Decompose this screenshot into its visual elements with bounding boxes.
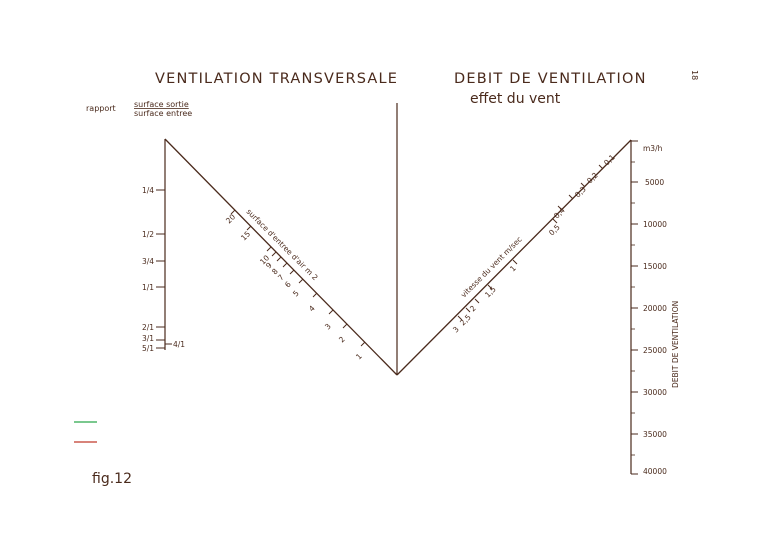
left-diag-tick bbox=[298, 278, 304, 284]
left-tick-label: 2/1 bbox=[142, 323, 154, 332]
left-tick-label: 1/4 bbox=[142, 186, 154, 195]
right-diag-tick bbox=[580, 182, 586, 188]
left-diagonal-label: surface d'entree d'air m 2 bbox=[245, 207, 320, 282]
right-diag-tick-label: 2,5 bbox=[458, 312, 473, 327]
right-tick-label: 25000 bbox=[643, 346, 667, 355]
left-diag-tick-label: 9 bbox=[264, 261, 274, 271]
right-diagonal-scale: 0,1 0,2 0,3 0,4 0,5 1 1,5 2 2,5 3 vitess… bbox=[451, 152, 617, 334]
right-diag-tick bbox=[512, 259, 518, 265]
left-diag-tick-label: 7 bbox=[276, 273, 286, 283]
left-diag-tick-label: 15 bbox=[239, 229, 252, 242]
ratio-numerator: surface sortie bbox=[134, 100, 189, 109]
left-diagonal-scale: 20 15 10 9 8 7 6 5 4 3 2 1 surface d'ent… bbox=[224, 207, 366, 362]
left-diag-tick bbox=[360, 341, 366, 347]
right-tick-label: 10000 bbox=[643, 220, 667, 229]
left-diag-tick bbox=[230, 209, 236, 215]
right-tick-label: 15000 bbox=[643, 262, 667, 271]
right-diag-tick-label: 3 bbox=[451, 325, 461, 335]
right-diag-tick bbox=[457, 315, 463, 321]
right-diag-tick-label: 0,4 bbox=[552, 205, 567, 220]
left-diag-tick-label: 6 bbox=[283, 280, 293, 290]
left-diag-tick bbox=[289, 269, 295, 275]
left-diag-tick-label: 4 bbox=[307, 304, 317, 314]
left-tick-label: 4/1 bbox=[173, 340, 185, 349]
left-diag-tick-label: 5 bbox=[291, 289, 301, 299]
right-diag-tick-label: 1 bbox=[508, 264, 518, 274]
ratio-denominator: surface entree bbox=[134, 109, 192, 118]
right-diag-tick bbox=[557, 205, 563, 211]
left-diag-tick-label: 1 bbox=[354, 352, 364, 362]
right-diag-tick bbox=[487, 284, 493, 290]
right-diagonal-line bbox=[396, 139, 632, 376]
left-tick-label: 3/4 bbox=[142, 257, 154, 266]
left-diag-tick-label: 3 bbox=[323, 322, 333, 332]
right-scale-unit: m3/h bbox=[643, 144, 663, 153]
subtitle-effet-du-vent: effet du vent bbox=[470, 91, 561, 107]
right-axis-label: DEBIT DE VENTILATION bbox=[671, 301, 680, 388]
right-diag-tick-label: 0,5 bbox=[547, 222, 562, 237]
right-flow-scale: m3/h 5000 10000 15000 20000 25000 30000 … bbox=[630, 140, 680, 476]
right-diag-tick bbox=[474, 298, 480, 304]
left-diag-tick bbox=[342, 323, 348, 329]
left-diag-tick bbox=[271, 251, 277, 257]
right-diag-tick bbox=[568, 194, 574, 200]
left-diag-tick bbox=[246, 225, 252, 231]
left-diag-tick bbox=[328, 309, 334, 315]
left-diag-tick-label: 2 bbox=[337, 335, 347, 345]
right-tick-label: 35000 bbox=[643, 430, 667, 439]
title-ventilation-transversale: VENTILATION TRANSVERSALE bbox=[155, 71, 398, 87]
left-tick-label: 1/2 bbox=[142, 230, 154, 239]
right-tick-label: 40000 bbox=[643, 467, 667, 476]
right-diag-tick-label: 0,3 bbox=[573, 184, 588, 199]
left-tick-label: 3/1 bbox=[142, 334, 154, 343]
left-diag-tick bbox=[266, 246, 272, 252]
right-tick-label: 30000 bbox=[643, 388, 667, 397]
right-diag-tick-label: 2 bbox=[468, 304, 478, 314]
page-number: 18 bbox=[690, 70, 699, 80]
right-diag-tick bbox=[465, 307, 471, 313]
ratio-prefix: rapport bbox=[86, 104, 116, 113]
right-diag-tick bbox=[552, 218, 558, 224]
right-tick-label: 5000 bbox=[645, 178, 664, 187]
right-tick-label: 20000 bbox=[643, 304, 667, 313]
left-diag-tick-label: 20 bbox=[224, 212, 237, 225]
title-debit-de-ventilation: DEBIT DE VENTILATION bbox=[454, 71, 647, 87]
left-diag-tick bbox=[276, 256, 282, 262]
left-tick-label: 1/1 bbox=[142, 283, 154, 292]
left-diag-tick bbox=[282, 262, 288, 268]
right-diag-tick-label: 0,1 bbox=[602, 152, 617, 167]
left-diag-tick bbox=[312, 292, 318, 298]
figure-label: fig.12 bbox=[92, 471, 132, 487]
left-diag-tick-label: 8 bbox=[270, 267, 280, 277]
right-diag-tick bbox=[598, 164, 604, 170]
left-tick-label: 5/1 bbox=[142, 344, 154, 353]
left-ratio-scale: 1/4 1/2 3/4 1/1 2/1 3/1 5/1 4/1 bbox=[142, 139, 185, 353]
